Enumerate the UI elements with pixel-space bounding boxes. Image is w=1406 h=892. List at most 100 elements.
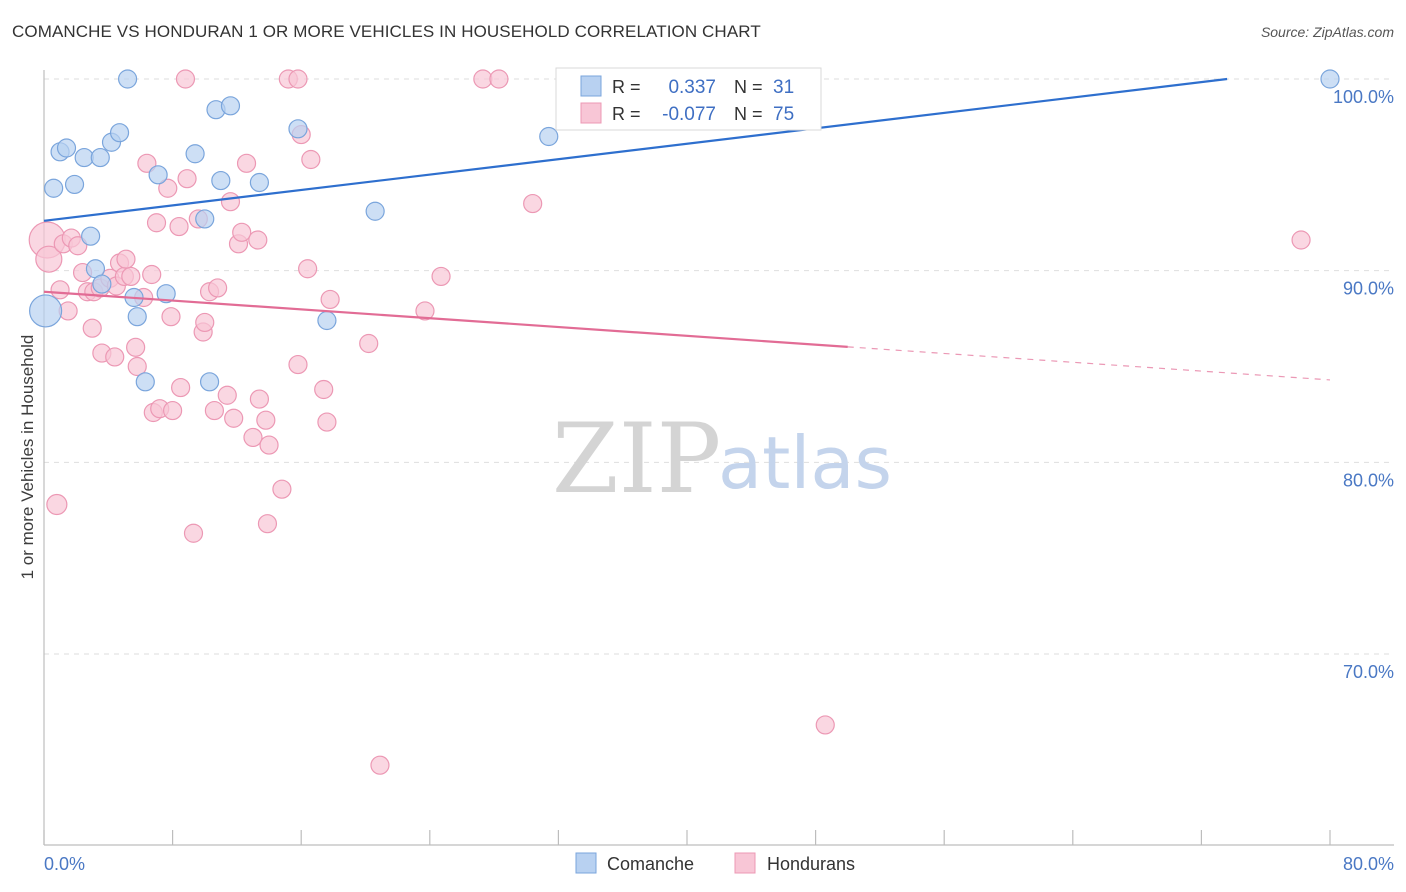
comanche-point: [44, 178, 64, 198]
legend-honduran-label[interactable]: Hondurans: [767, 854, 855, 874]
honduran-point: [301, 149, 321, 170]
source-credit: Source: ZipAtlas.com: [1260, 24, 1394, 40]
honduran-point: [158, 178, 178, 198]
honduran-point: [257, 514, 278, 534]
honduran-point: [82, 318, 102, 338]
honduran-r-label: R =: [612, 104, 641, 124]
comanche-point: [288, 119, 308, 139]
comanche-point: [249, 172, 270, 193]
watermark: ZIP atlas: [552, 403, 892, 515]
honduran-point: [208, 278, 228, 298]
watermark-atlas: atlas: [718, 421, 892, 505]
x-tick-label-min: 0.0%: [44, 854, 85, 874]
comanche-point: [117, 69, 138, 89]
series-legend: Comanche Hondurans: [575, 852, 855, 874]
honduran-point: [183, 523, 204, 543]
honduran-point: [489, 69, 509, 89]
comanche-trend-line: [43, 77, 1228, 222]
y-tick-labels: 70.0% 80.0% 90.0% 100.0%: [1333, 87, 1394, 682]
honduran-point: [243, 427, 263, 448]
honduran-point: [298, 259, 318, 279]
honduran-trend-line-extension: [847, 346, 1331, 381]
honduran-point: [431, 266, 451, 287]
trend-lines: [43, 77, 1331, 381]
honduran-point: [137, 153, 157, 173]
comanche-r-label: R =: [612, 77, 641, 97]
y-tick-label-70: 70.0%: [1343, 662, 1394, 682]
watermark-zip: ZIP: [552, 403, 721, 515]
honduran-point: [171, 377, 191, 398]
honduran-point: [217, 385, 237, 405]
honduran-point: [163, 400, 183, 421]
comanche-point: [148, 165, 168, 185]
honduran-point: [169, 216, 189, 237]
comanche-point: [195, 209, 215, 229]
comanche-r-value: 0.337: [668, 77, 716, 98]
honduran-n-value: 75: [773, 104, 794, 125]
legend-comanche-label[interactable]: Comanche: [607, 854, 694, 874]
x-tick-marks: [43, 830, 1331, 845]
legend-honduran-swatch[interactable]: [734, 852, 756, 874]
honduran-point: [50, 280, 70, 300]
honduran-point: [35, 245, 63, 273]
honduran-point: [320, 289, 340, 310]
honduran-point: [1291, 230, 1311, 250]
honduran-point: [288, 354, 308, 375]
comanche-point: [56, 138, 77, 158]
honduran-point: [126, 337, 146, 357]
honduran-point: [204, 400, 224, 421]
honduran-point: [359, 333, 379, 354]
comanche-point: [127, 307, 147, 327]
honduran-point: [127, 356, 147, 377]
comanche-points: [29, 69, 1340, 392]
x-tick-label-max: 80.0%: [1343, 854, 1394, 874]
comanche-n-label: N =: [734, 77, 763, 97]
honduran-point: [523, 193, 543, 214]
honduran-point: [236, 153, 257, 173]
y-tick-label-80: 80.0%: [1343, 470, 1394, 490]
comanche-point: [317, 310, 337, 331]
legend-comanche-swatch[interactable]: [575, 852, 597, 874]
axes: [43, 70, 1394, 846]
chart-title: COMANCHE VS HONDURAN 1 OR MORE VEHICLES …: [12, 22, 761, 41]
comanche-point: [1320, 69, 1340, 89]
comanche-point: [90, 147, 110, 168]
honduran-point: [272, 479, 292, 499]
comanche-point: [156, 284, 176, 304]
comanche-point: [135, 372, 155, 392]
honduran-point: [142, 264, 162, 285]
honduran-point: [415, 301, 435, 321]
honduran-point: [248, 230, 268, 250]
comanche-point: [539, 126, 559, 147]
comanche-point: [92, 274, 112, 294]
honduran-point: [224, 408, 244, 428]
honduran-point: [259, 435, 279, 455]
honduran-point: [68, 236, 88, 256]
honduran-point: [232, 222, 252, 242]
honduran-points: [28, 69, 1311, 775]
honduran-n-label: N =: [734, 104, 763, 124]
y-axis-label: 1 or more Vehicles in Household: [18, 335, 37, 580]
comanche-n-value: 31: [773, 77, 794, 98]
honduran-point: [317, 412, 337, 432]
comanche-point: [74, 147, 94, 168]
honduran-point: [146, 213, 167, 233]
comanche-point: [185, 144, 205, 164]
honduran-point: [256, 410, 276, 430]
comanche-point: [64, 174, 85, 195]
honduran-r-value: -0.077: [662, 104, 716, 125]
y-tick-label-90: 90.0%: [1343, 279, 1394, 299]
honduran-point: [314, 379, 334, 400]
comanche-point: [109, 123, 130, 143]
honduran-point: [161, 307, 181, 327]
comanche-point: [29, 294, 63, 328]
honduran-point: [473, 69, 493, 89]
comanche-point: [81, 226, 101, 246]
honduran-point: [249, 389, 270, 409]
honduran-trend-line: [43, 290, 848, 348]
honduran-point: [177, 169, 197, 189]
stats-legend: R = 0.337 N = 31 R = -0.077 N = 75: [555, 67, 822, 131]
comanche-point: [220, 96, 241, 116]
comanche-swatch: [580, 75, 602, 97]
comanche-point: [365, 201, 385, 221]
